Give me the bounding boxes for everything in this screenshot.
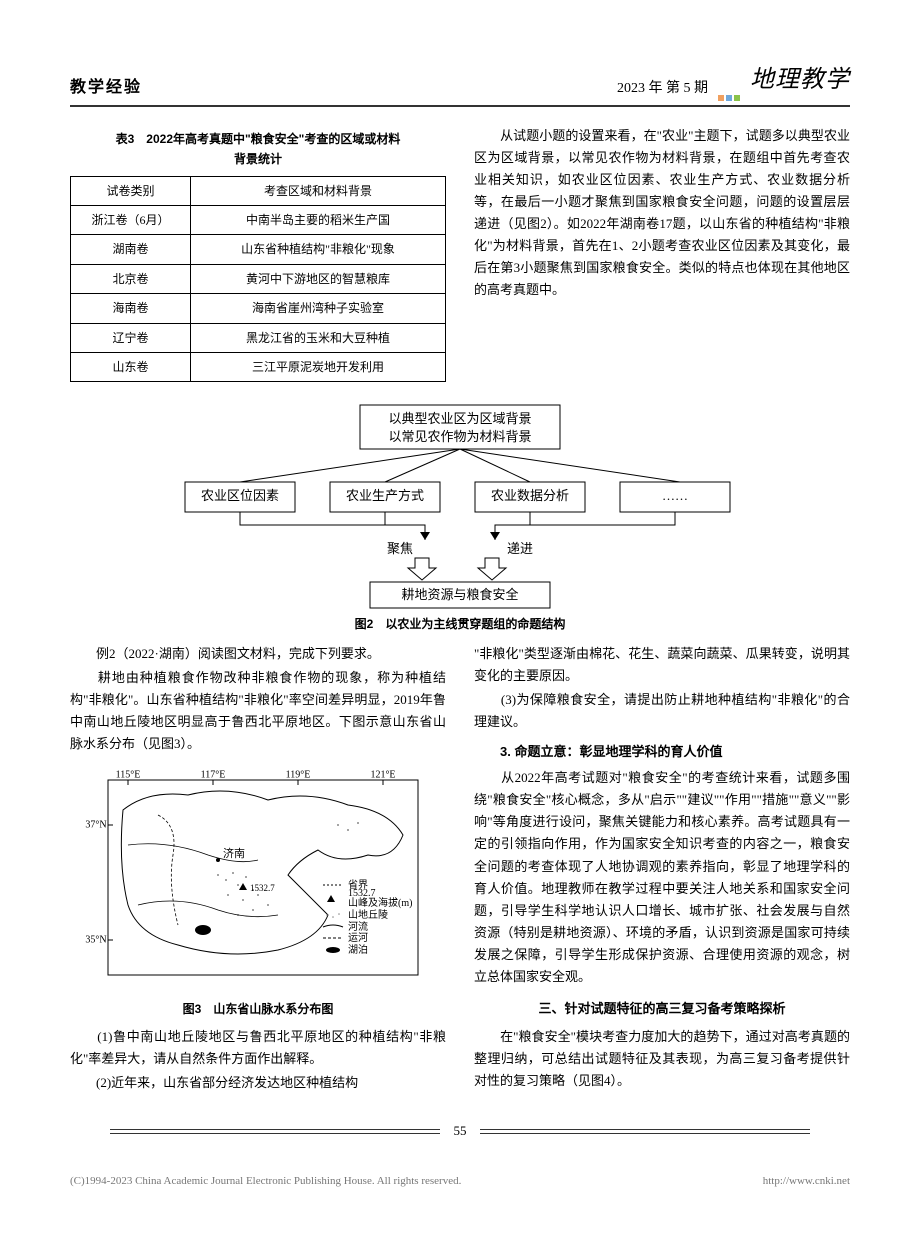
example2-p1: 例2（2022·湖南）阅读图文材料，完成下列要求。 [70,643,446,665]
svg-text:121°E: 121°E [370,769,395,780]
svg-text:35°N: 35°N [85,934,106,945]
svg-text:1532.7: 1532.7 [250,883,275,893]
figure2: 以典型农业区为区域背景 以常见农作物为材料背景 农业区位因素 农业生产方式 农业… [70,400,850,634]
top-right-col: 从试题小题的设置来看，在"农业"主题下，试题多以典型农业区为区域背景，以常见农作… [474,125,850,383]
top-left-col: 表3 2022年高考真题中"粮食安全"考查的区域或材料 背景统计 试卷类别 考查… [70,125,446,383]
issue-text: 2023 年 第 5 期 [617,77,708,101]
svg-text:运河: 运河 [348,932,368,944]
table-row: 试卷类别 考查区域和材料背景 [71,176,446,205]
top-columns: 表3 2022年高考真题中"粮食安全"考查的区域或材料 背景统计 试卷类别 考查… [70,125,850,383]
section3-head: 3. 命题立意：彰显地理学科的育人价值 [474,741,850,763]
th: 考查区域和材料背景 [191,176,446,205]
table3: 试卷类别 考查区域和材料背景 浙江卷（6月）中南半岛主要的稻米生产国 湖南卷山东… [70,176,446,383]
part3-head: 三、针对试题特征的高三复习备考策略探析 [474,998,850,1020]
question-3: (3)为保障粮食安全，请提出防止耕地种植结构"非粮化"的合理建议。 [474,689,850,733]
svg-text:……: …… [662,488,688,503]
lower-right-col: "非粮化"类型逐渐由棉花、花生、蔬菜向蔬菜、瓜果转变，说明其变化的主要原因。 (… [474,643,850,1096]
table-row: 辽宁卷黑龙江省的玉米和大豆种植 [71,323,446,352]
page-header: 教学经验 2023 年 第 5 期 地理教学 [70,60,850,107]
section3-body: 从2022年高考试题对"粮食安全"的考查统计来看，试题多围绕"粮食安全"核心概念… [474,767,850,988]
table3-caption: 表3 2022年高考真题中"粮食安全"考查的区域或材料 背景统计 [70,129,446,170]
figure3-svg: 115°E 117°E 119°E 121°E 37°N 35°N [78,765,438,995]
figure2-svg: 以典型农业区为区域背景 以常见农作物为材料背景 农业区位因素 农业生产方式 农业… [160,400,760,610]
svg-text:山峰及海拔(m): 山峰及海拔(m) [348,896,412,909]
svg-text:湖泊: 湖泊 [348,944,368,956]
footer: (C)1994-2023 China Academic Journal Elec… [70,1172,850,1191]
table-row: 山东卷三江平原泥炭地开发利用 [71,352,446,381]
footer-left: (C)1994-2023 China Academic Journal Elec… [70,1172,461,1191]
svg-text:117°E: 117°E [201,769,226,780]
page-number-text: 55 [454,1123,467,1138]
section-label: 教学经验 [70,74,142,101]
svg-text:耕地资源与粮食安全: 耕地资源与粮食安全 [401,587,518,602]
lower-columns: 例2（2022·湖南）阅读图文材料，完成下列要求。 耕地由种植粮食作物改种非粮食… [70,643,850,1096]
svg-text:递进: 递进 [507,541,533,556]
question-1: (1)鲁中南山地丘陵地区与鲁西北平原地区的种植结构"非粮化"率差异大，请从自然条… [70,1026,446,1070]
figure3: 115°E 117°E 119°E 121°E 37°N 35°N [70,765,446,1019]
svg-text:河流: 河流 [348,920,368,933]
footer-right: http://www.cnki.net [763,1172,850,1191]
journal-title: 地理教学 [750,60,850,101]
table-row: 湖南卷山东省种植结构"非粮化"现象 [71,235,446,264]
header-right: 2023 年 第 5 期 地理教学 [617,60,850,101]
example2-p2: 耕地由种植粮食作物改种非粮食作物的现象，称为种植结构"非粮化"。山东省种植结构"… [70,667,446,755]
svg-text:山地丘陵: 山地丘陵 [348,908,388,921]
svg-text:农业区位因素: 农业区位因素 [201,488,279,503]
page-number: 55 [70,1120,850,1142]
svg-text:农业数据分析: 农业数据分析 [491,488,569,503]
deco-squares [718,95,740,101]
part3-body: 在"粮食安全"模块考查力度加大的趋势下，通过对高考真题的整理归纳，可总结出试题特… [474,1026,850,1092]
svg-text:119°E: 119°E [286,769,311,780]
figure3-caption: 图3 山东省山脉水系分布图 [70,999,446,1019]
table3-cap-l1: 表3 2022年高考真题中"粮食安全"考查的区域或材料 [116,132,401,146]
svg-text:115°E: 115°E [116,769,141,780]
svg-text:农业生产方式: 农业生产方式 [346,488,424,503]
lower-left-col: 例2（2022·湖南）阅读图文材料，完成下列要求。 耕地由种植粮食作物改种非粮食… [70,643,446,1096]
svg-text:济南: 济南 [223,846,245,860]
svg-text:聚焦: 聚焦 [387,541,413,556]
table-row: 浙江卷（6月）中南半岛主要的稻米生产国 [71,205,446,234]
table-row: 北京卷黄河中下游地区的智慧粮库 [71,264,446,293]
table3-cap-l2: 背景统计 [234,152,282,166]
top-right-para: 从试题小题的设置来看，在"农业"主题下，试题多以典型农业区为区域背景，以常见农作… [474,125,850,302]
svg-text:37°N: 37°N [85,819,106,830]
table-row: 海南卷海南省崖州湾种子实验室 [71,294,446,323]
question-2a: (2)近年来，山东省部分经济发达地区种植结构 [70,1072,446,1094]
svg-text:以常见农作物为材料背景: 以常见农作物为材料背景 [388,429,531,444]
question-2b: "非粮化"类型逐渐由棉花、花生、蔬菜向蔬菜、瓜果转变，说明其变化的主要原因。 [474,643,850,687]
figure2-caption: 图2 以农业为主线贯穿题组的命题结构 [70,614,850,634]
th: 试卷类别 [71,176,191,205]
svg-text:以典型农业区为区域背景: 以典型农业区为区域背景 [388,411,531,426]
